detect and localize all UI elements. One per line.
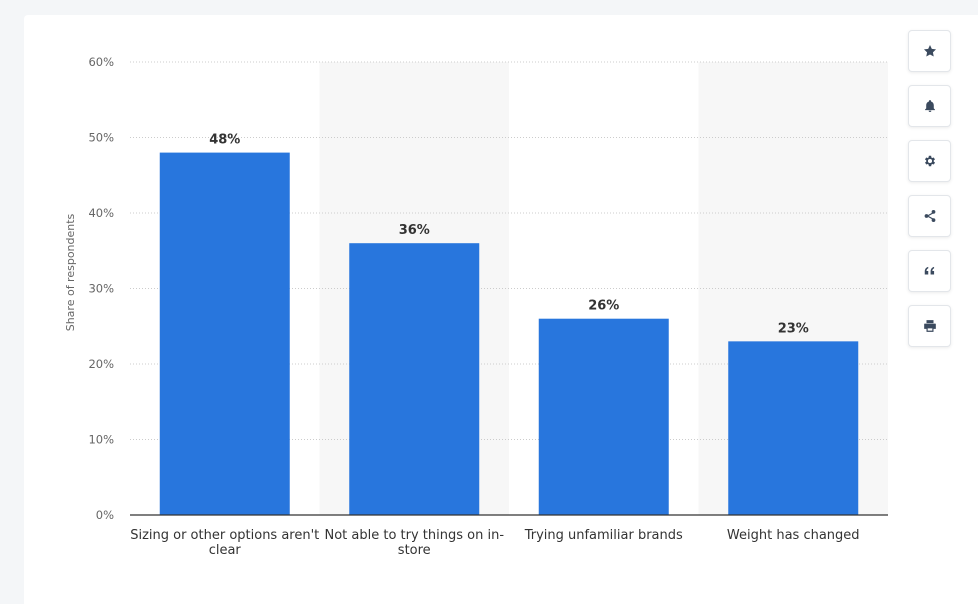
bar	[159, 152, 290, 515]
print-button[interactable]	[908, 305, 951, 347]
data-label: 36%	[399, 223, 430, 238]
x-tick-label: Trying unfamiliar brands	[524, 528, 683, 543]
gear-icon	[924, 155, 935, 167]
favorite-button[interactable]	[908, 30, 951, 72]
y-tick-label: 0%	[96, 508, 114, 522]
y-tick-label: 60%	[88, 55, 114, 69]
notification-button[interactable]	[908, 85, 951, 127]
share-button[interactable]	[908, 195, 951, 237]
bar	[538, 318, 669, 515]
y-tick-label: 10%	[88, 433, 114, 447]
y-tick-label: 30%	[88, 282, 114, 296]
quote-icon	[924, 266, 934, 275]
y-tick-label: 20%	[88, 357, 114, 371]
bar	[728, 341, 859, 515]
x-tick-label: Not able to try things on in-store	[324, 528, 504, 558]
settings-button[interactable]	[908, 140, 951, 182]
data-label: 48%	[209, 133, 240, 148]
star-icon	[923, 45, 936, 57]
bar-chart: 0% 10% 20% 30% 40% 50% 60% 48% 36% 26% 23% Sizing…	[64, 55, 888, 558]
y-tick-label: 40%	[88, 206, 114, 220]
bar	[349, 243, 480, 515]
data-label: 26%	[588, 299, 619, 314]
chart-card: 0% 10% 20% 30% 40% 50% 60% 48% 36% 26% 23% Sizing…	[24, 15, 978, 604]
x-tick-label: Weight has changed	[727, 528, 860, 543]
y-axis-label: Share of respondents	[64, 213, 77, 331]
x-tick-label: Sizing or other options aren't clear	[130, 528, 319, 558]
cite-button[interactable]	[908, 250, 951, 292]
y-tick-label: 50%	[88, 131, 114, 145]
data-label: 23%	[778, 321, 809, 336]
bell-icon	[924, 100, 935, 113]
share-icon	[924, 210, 935, 222]
print-icon	[923, 320, 936, 332]
chart-toolbar	[908, 30, 951, 360]
